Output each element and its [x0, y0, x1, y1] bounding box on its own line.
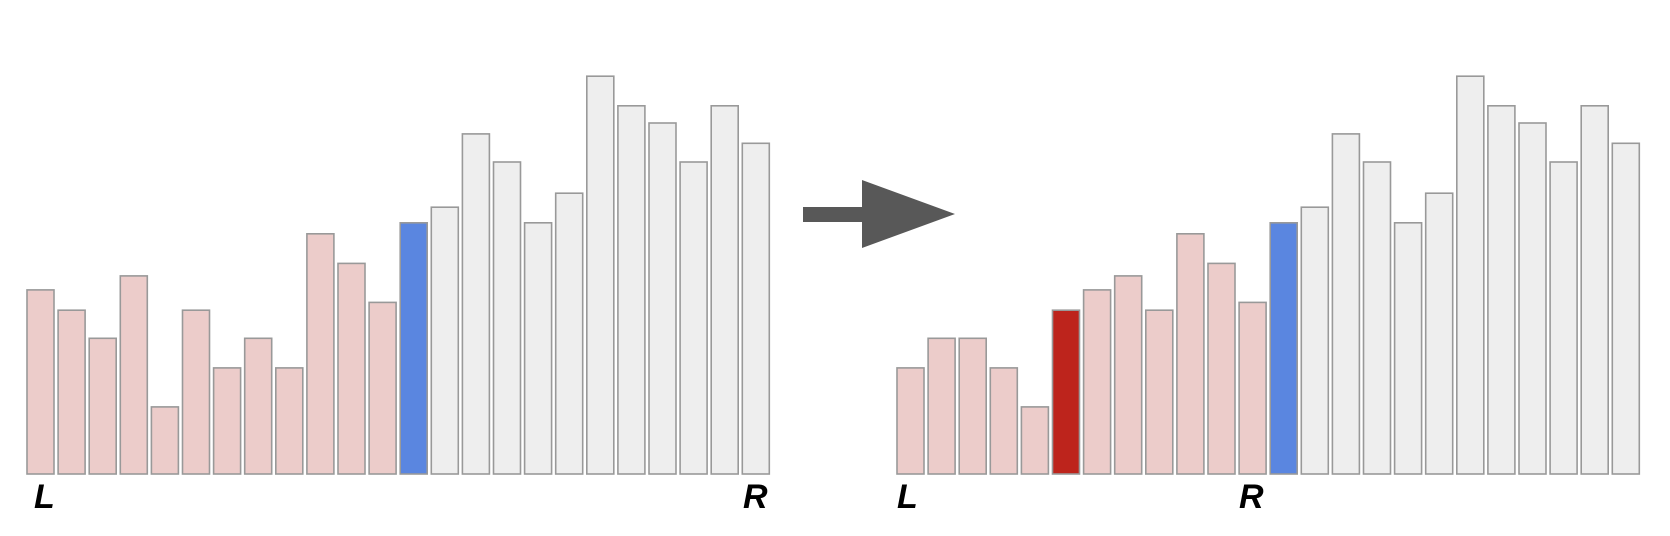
after-bar-unprocessed: [1331, 133, 1361, 475]
before-bar-unprocessed: [523, 222, 553, 475]
after-bar-unprocessed: [1611, 142, 1641, 475]
before-bar-processed: [26, 289, 55, 475]
before-bar-unprocessed: [617, 105, 646, 475]
before-bar-processed: [57, 309, 86, 475]
after-bar-unprocessed: [1300, 206, 1330, 475]
before-bar-unprocessed: [492, 161, 522, 475]
after-bar-processed: [958, 337, 988, 475]
after-bar-processed: [896, 367, 925, 475]
transition-arrow-icon: [803, 180, 955, 248]
after-left-pointer-label: L: [897, 478, 918, 516]
after-bar-processed: [1238, 301, 1267, 475]
before-right-pointer-label: R: [743, 478, 768, 516]
after-bar-pivot: [1269, 222, 1298, 475]
before-bar-unprocessed: [461, 133, 491, 475]
after-bar-unprocessed: [1362, 161, 1392, 475]
before-bar-unprocessed: [585, 75, 615, 475]
after-panel: [896, 75, 1641, 475]
before-bar-processed: [306, 233, 335, 475]
after-right-pointer-label: R: [1239, 478, 1264, 516]
before-bar-unprocessed: [430, 206, 460, 475]
before-bar-unprocessed: [679, 161, 708, 475]
after-bar-processed: [1113, 275, 1143, 475]
after-bar-highlight: [1051, 309, 1081, 475]
after-bar-unprocessed: [1487, 105, 1516, 475]
after-bar-unprocessed: [1424, 192, 1454, 475]
before-bar-processed: [368, 301, 397, 475]
after-bar-processed: [1082, 289, 1112, 475]
before-bar-unprocessed: [710, 105, 740, 475]
before-bar-processed: [88, 337, 117, 475]
after-bar-unprocessed: [1393, 222, 1423, 475]
before-bar-processed: [150, 406, 180, 475]
before-bar-processed: [119, 275, 149, 475]
before-bar-processed: [274, 367, 304, 475]
after-bar-unprocessed: [1518, 122, 1547, 475]
before-bar-processed: [212, 367, 242, 475]
before-left-pointer-label: L: [34, 478, 55, 516]
before-bar-unprocessed: [554, 192, 584, 475]
before-panel: [26, 75, 771, 475]
before-bar-pivot: [399, 222, 429, 475]
after-bar-unprocessed: [1549, 161, 1578, 475]
after-bar-processed: [1145, 309, 1174, 475]
after-bar-unprocessed: [1580, 105, 1609, 475]
before-bar-processed: [337, 262, 366, 475]
before-bar-unprocessed: [648, 122, 677, 475]
before-bar-processed: [243, 337, 273, 475]
after-bar-processed: [927, 337, 956, 475]
before-bar-processed: [181, 309, 211, 475]
after-bar-processed: [1176, 233, 1205, 475]
before-bar-unprocessed: [741, 142, 771, 475]
after-bar-processed: [1207, 262, 1236, 475]
after-bar-processed: [989, 367, 1019, 475]
after-bar-processed: [1020, 406, 1050, 475]
after-bar-unprocessed: [1456, 75, 1485, 475]
